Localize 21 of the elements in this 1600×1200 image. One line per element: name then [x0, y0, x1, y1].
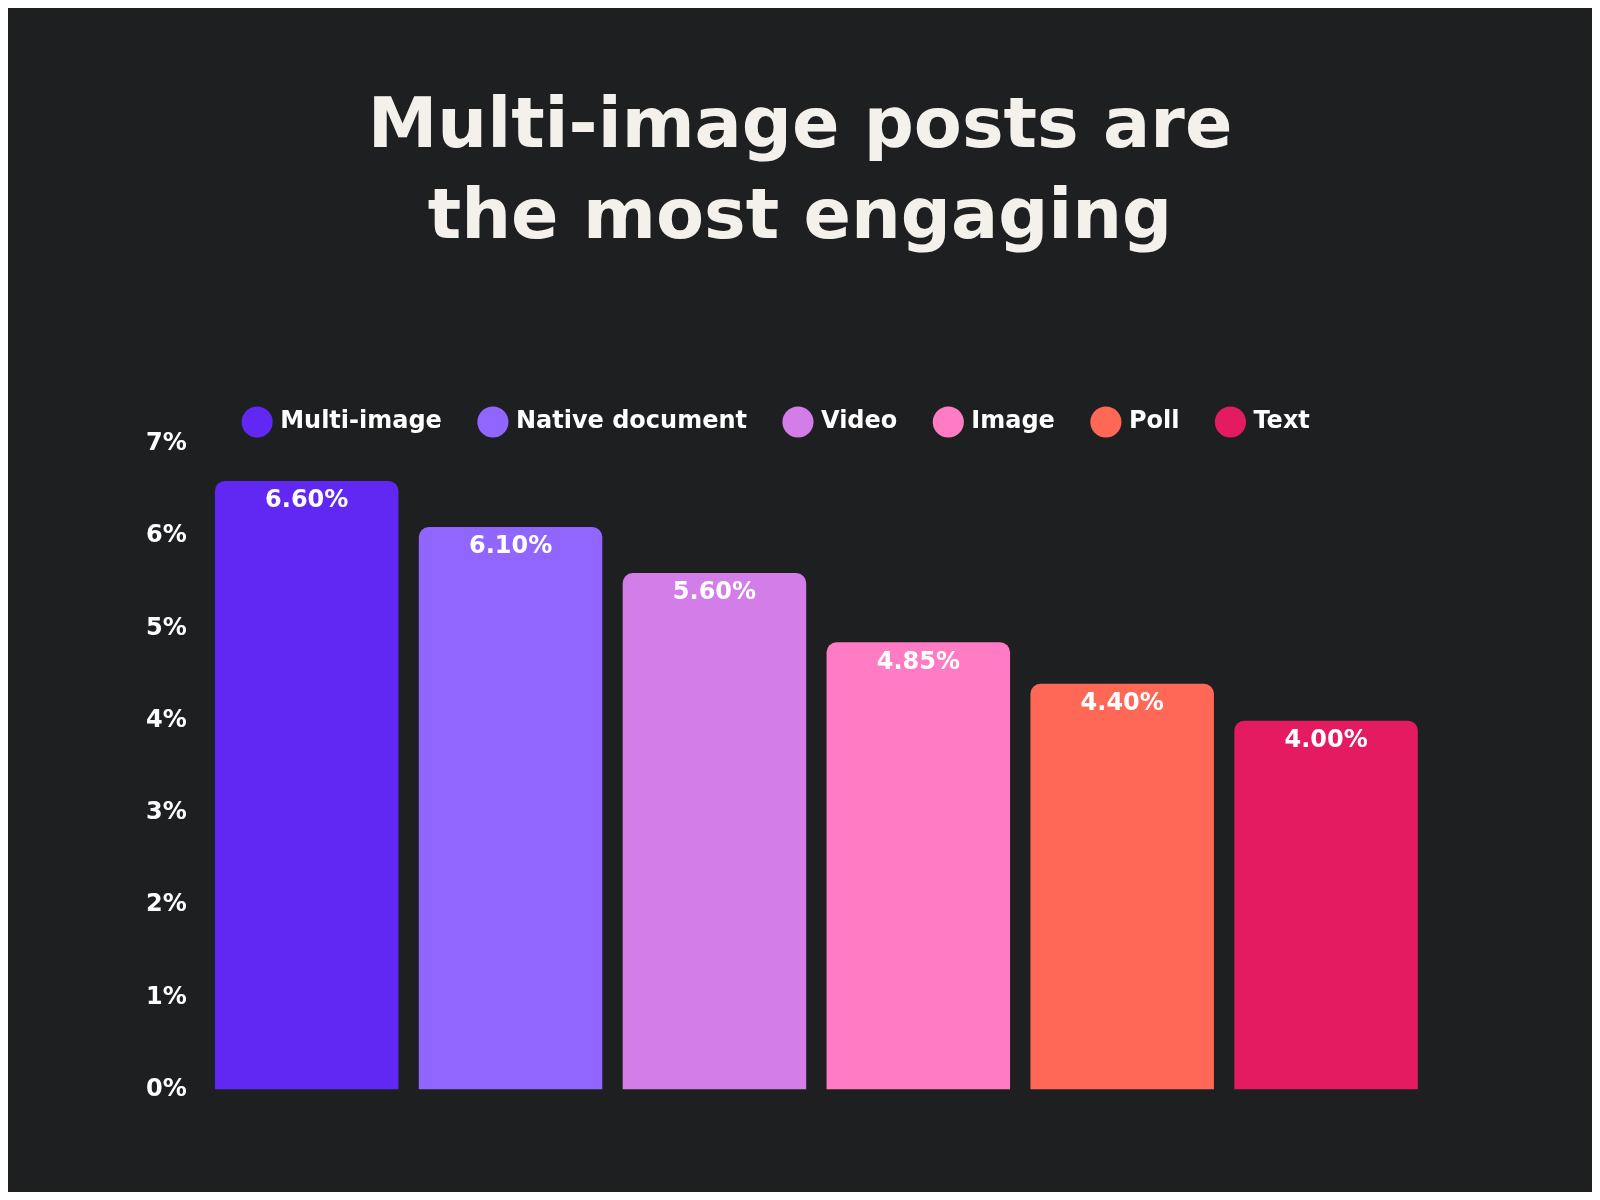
y-tick-label: 0% — [146, 1073, 187, 1102]
data-label: 4.40% — [1080, 688, 1164, 717]
legend-label: Multi-image — [280, 406, 442, 435]
legend-label: Poll — [1128, 406, 1180, 435]
data-label: 4.00% — [1284, 724, 1368, 753]
y-tick-label: 1% — [146, 981, 187, 1010]
legend-label: Text — [1253, 406, 1310, 435]
legend-label: Video — [820, 406, 898, 435]
y-tick-label: 6% — [146, 520, 187, 549]
y-tick-label: 4% — [146, 704, 187, 733]
data-label: 6.60% — [265, 485, 349, 514]
legend-label: Native document — [515, 406, 747, 435]
y-tick-label: 3% — [146, 797, 187, 826]
data-label: 4.85% — [876, 646, 960, 675]
y-tick-label: 7% — [146, 428, 187, 457]
chart-title: Multi-image posts are the most engaging — [366, 81, 1234, 257]
y-tick-label: 5% — [146, 612, 187, 641]
legend-label: Image — [971, 406, 1055, 435]
y-tick-label: 2% — [146, 889, 187, 918]
data-label: 5.60% — [672, 577, 757, 606]
data-label: 6.10% — [468, 531, 553, 560]
